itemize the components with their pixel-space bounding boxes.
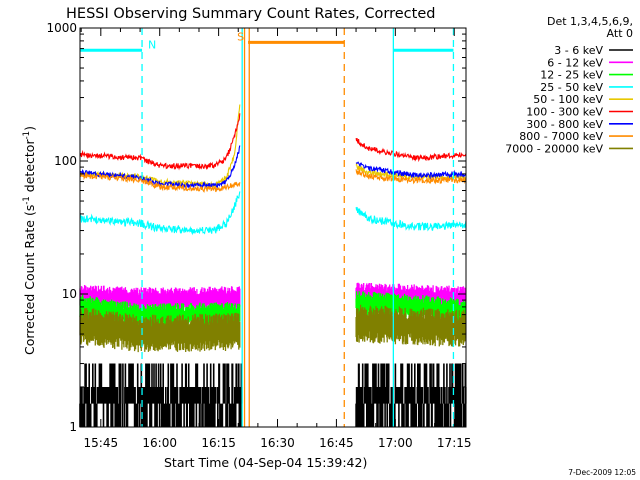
legend-label-300-800-kev: 300 - 800 keV [526, 118, 603, 131]
y-axis-label-end: ) [22, 126, 37, 131]
x-tick-label-1700: 17:00 [378, 436, 413, 450]
plot-frame [79, 27, 467, 428]
series-300-800-kev-segment-1 [79, 145, 241, 190]
flag-label-s: S [237, 30, 244, 43]
footer-date: 7-Dec-2009 12:05 [568, 468, 636, 477]
y-axis-label-mid: detector [22, 139, 37, 197]
legend-header-line-2: Att 0 [607, 27, 633, 40]
legend-label-6-12-kev: 6 - 12 keV [547, 56, 603, 69]
series-3-6-kev [79, 363, 467, 427]
series-25-50-kev-segment-2 [355, 206, 467, 232]
legend-label-25-50-kev: 25 - 50 keV [540, 81, 603, 94]
series-100-300-kev [79, 113, 467, 171]
x-tick-label-1600: 16:00 [142, 436, 177, 450]
x-tick-label-1615: 16:15 [201, 436, 236, 450]
series-25-50-kev [79, 191, 467, 236]
y-tick-label-1000: 1000 [46, 21, 77, 35]
series-100-300-kev-segment-1 [79, 113, 241, 171]
plot-area: NS [79, 28, 467, 427]
series-300-800-kev-segment-2 [355, 161, 467, 180]
series-100-300-kev-segment-2 [355, 138, 467, 163]
y-axis-label-sup1: -1 [22, 196, 32, 204]
x-axis-ticks: 15:45 16:00 16:15 16:30 16:45 17:00 17:15 [80, 28, 472, 450]
series-25-50-kev-segment-1 [79, 191, 241, 236]
legend-label-3-6-kev: 3 - 6 keV [554, 44, 603, 57]
x-tick-label-1545: 15:45 [84, 436, 119, 450]
legend-label-100-300-kev: 100 - 300 keV [526, 106, 603, 119]
x-axis-label: Start Time (04-Sep-04 15:39:42) [164, 455, 367, 470]
legend-label-7000-20000-kev: 7000 - 20000 keV [505, 142, 603, 155]
y-tick-label-10: 10 [62, 287, 77, 301]
series-300-800-kev [79, 145, 467, 190]
series-3-6-kev-segment-1 [79, 363, 243, 427]
chart-title: HESSI Observing Summary Count Rates, Cor… [66, 6, 435, 22]
y-axis-label-main: Corrected Count Rate (s [22, 205, 37, 355]
series-800-7000-kev-segment-1 [79, 172, 241, 193]
y-tick-label-100: 100 [54, 154, 77, 168]
series-800-7000-kev [79, 167, 467, 193]
series-800-7000-kev-segment-2 [355, 167, 467, 185]
y-axis-ticks: 1 10 100 1000 [46, 21, 466, 434]
legend-label-12-25-kev: 12 - 25 keV [540, 69, 603, 82]
y-axis-label: Corrected Count Rate (s-1 detector-1) [22, 126, 37, 355]
legend-label-800-7000-kev: 800 - 7000 keV [519, 130, 603, 143]
x-tick-label-1715: 17:15 [437, 436, 472, 450]
series-3-6-kev-segment-2 [355, 363, 467, 427]
flag-label-n: N [148, 38, 156, 51]
legend-header-line-1: Det 1,3,4,5,6,9, [547, 15, 633, 28]
y-tick-label-1: 1 [69, 420, 77, 434]
x-tick-label-1630: 16:30 [260, 436, 295, 450]
legend-label-50-100-kev: 50 - 100 keV [533, 93, 603, 106]
x-tick-label-1645: 16:45 [319, 436, 354, 450]
y-axis-label-sup2: -1 [22, 131, 32, 139]
